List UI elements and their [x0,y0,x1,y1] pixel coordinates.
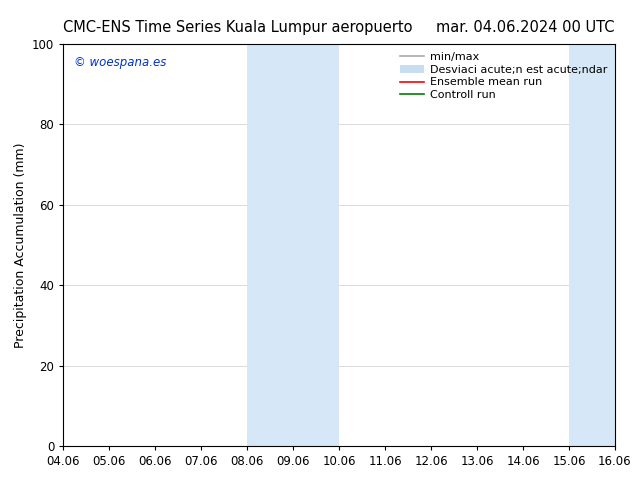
Text: mar. 04.06.2024 00 UTC: mar. 04.06.2024 00 UTC [436,20,615,35]
Bar [569,44,615,446]
Legend: min/max, Desviaci acute;n est acute;ndar, Ensemble mean run, Controll run: min/max, Desviaci acute;n est acute;ndar… [396,48,612,105]
Y-axis label: Precipitation Accumulation (mm): Precipitation Accumulation (mm) [13,142,27,348]
Text: © woespana.es: © woespana.es [74,56,167,69]
Text: CMC-ENS Time Series Kuala Lumpur aeropuerto: CMC-ENS Time Series Kuala Lumpur aeropue… [63,20,413,35]
Bar [247,44,339,446]
